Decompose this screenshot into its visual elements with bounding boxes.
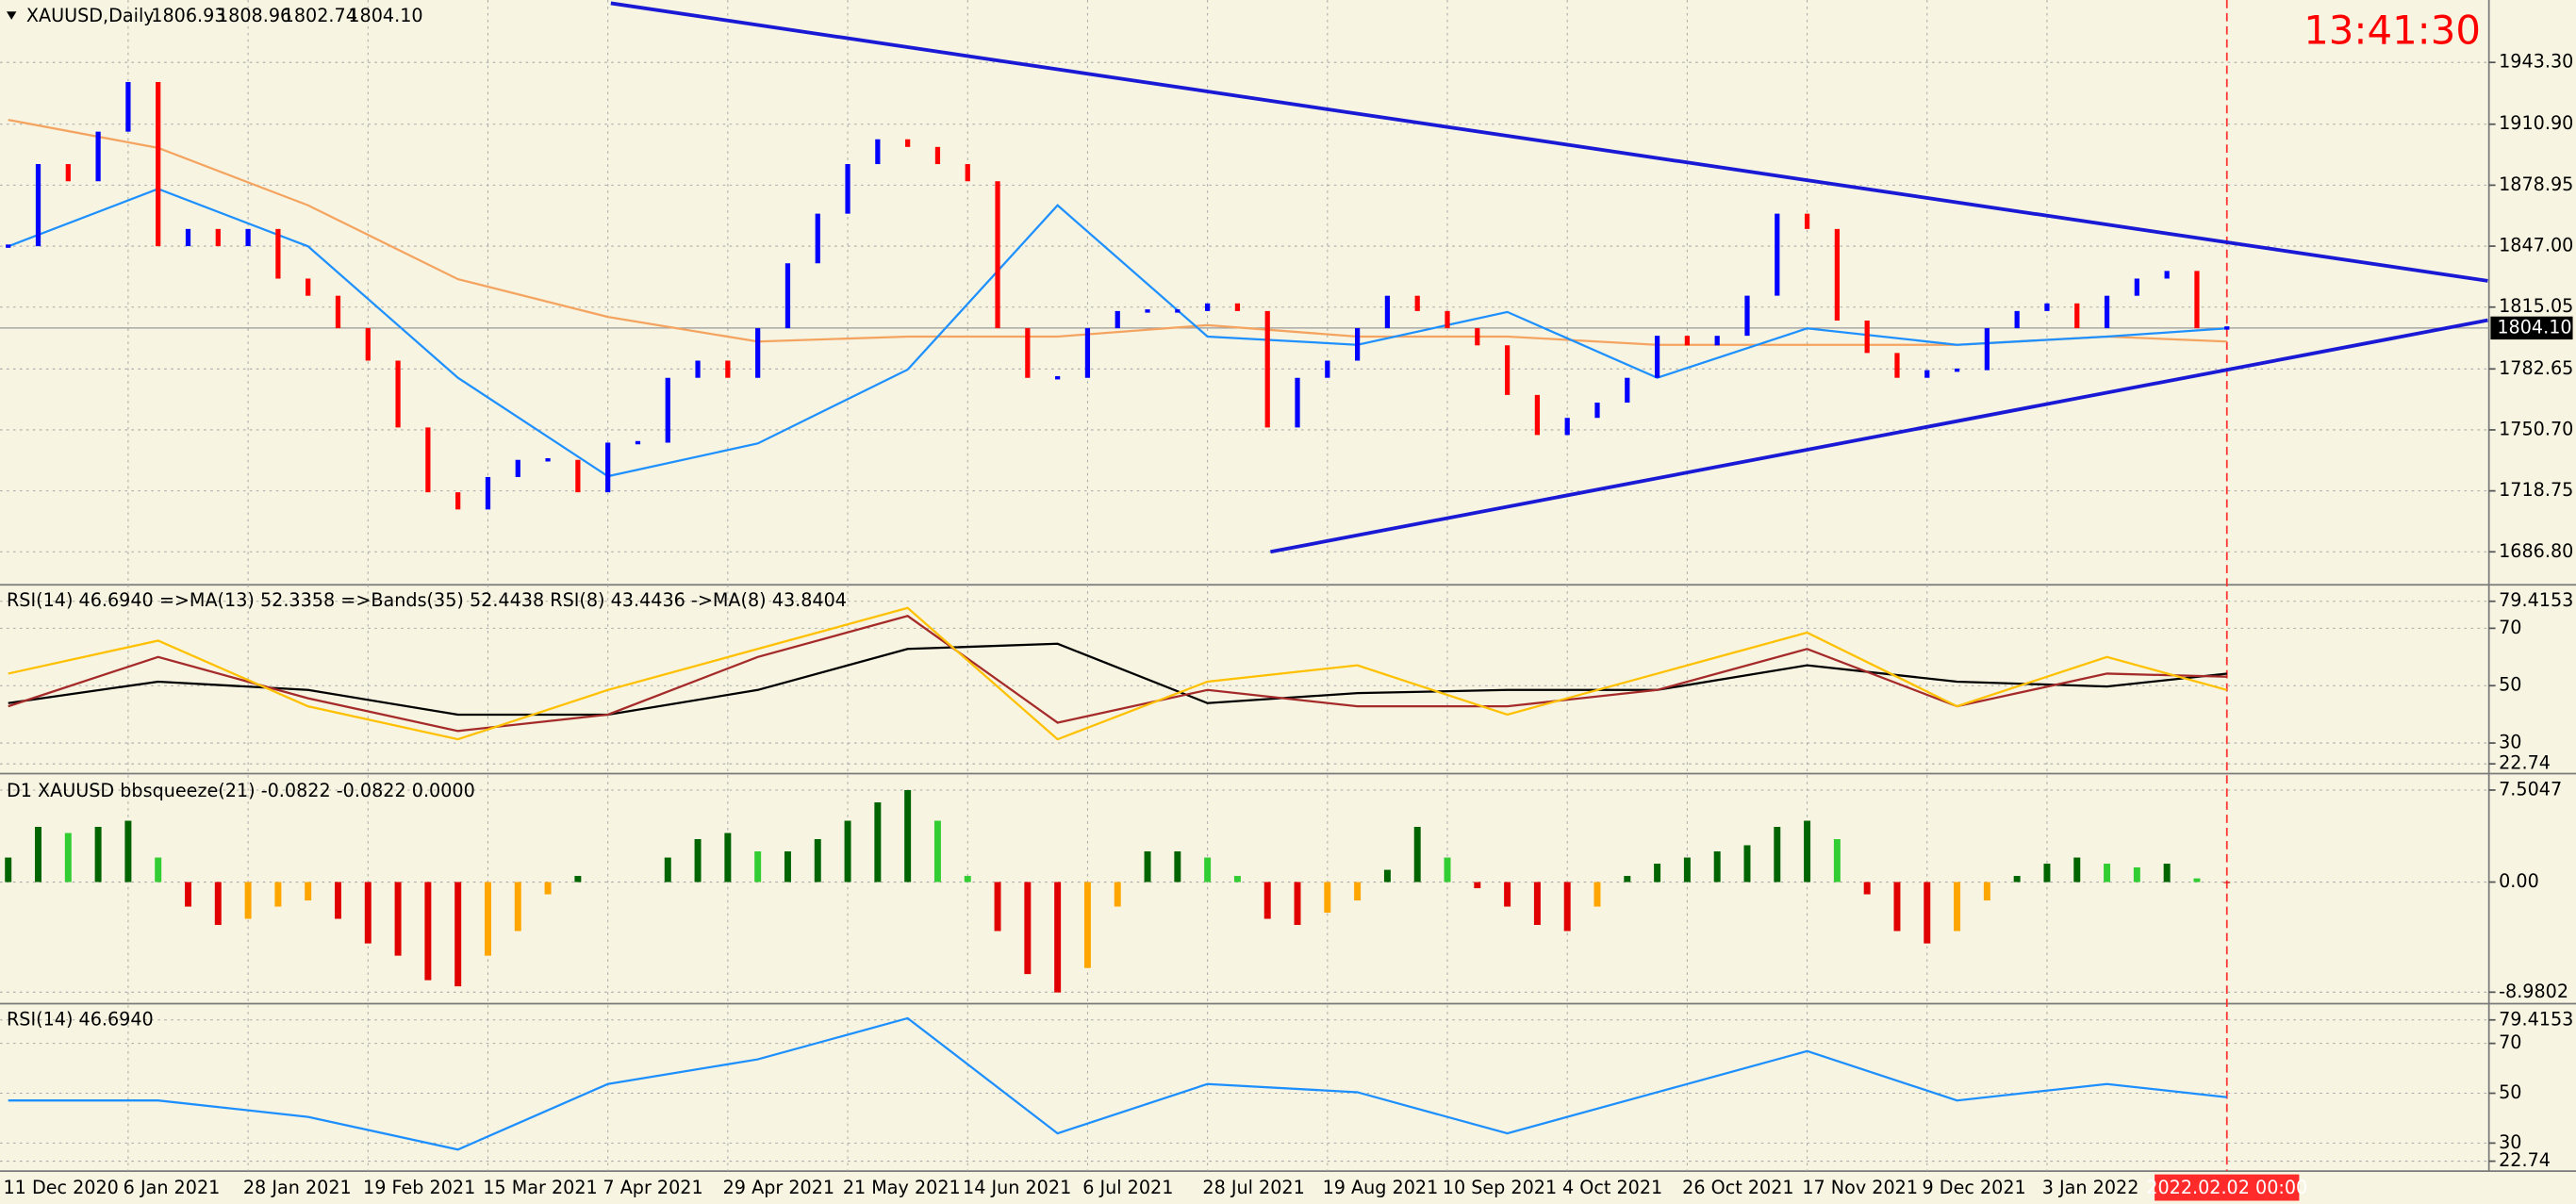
last-price-label: 1804.10 — [2497, 316, 2571, 338]
x-tick-label: 15 Mar 2021 — [483, 1177, 597, 1198]
y-tick-label: 79.4153 — [2499, 589, 2573, 611]
x-tick-label: 7 Apr 2021 — [603, 1177, 702, 1198]
indicator-line — [8, 615, 2227, 733]
x-tick-label: 28 Jan 2021 — [243, 1177, 352, 1198]
y-tick-label: 1686.80 — [2499, 540, 2573, 562]
x-tick-label: 3 Jan 2022 — [2042, 1177, 2139, 1198]
y-tick-label: 22.74 — [2499, 1149, 2551, 1171]
x-tick-label: 19 Feb 2021 — [363, 1177, 475, 1198]
menu-icon[interactable] — [6, 11, 17, 20]
y-tick-label: 70 — [2499, 1031, 2521, 1053]
indicator-line — [8, 188, 2227, 478]
y-tick-label: 1847.00 — [2499, 235, 2573, 256]
y-tick-label: 79.4153 — [2499, 1008, 2573, 1030]
y-tick-label: 30 — [2499, 732, 2521, 753]
cursor-date-box — [2155, 1174, 2300, 1201]
y-tick-label: -8.9802 — [2499, 981, 2568, 1002]
y-tick-label: 1815.05 — [2499, 295, 2573, 317]
x-tick-label: 6 Jan 2021 — [124, 1177, 221, 1198]
x-tick-label: 11 Dec 2020 — [3, 1177, 118, 1198]
cursor-date-label: 2022.02.02 00:00 — [2146, 1177, 2307, 1198]
y-tick-label: 50 — [2499, 1081, 2521, 1103]
y-tick-label: 22.74 — [2499, 752, 2551, 774]
y-tick-label: 30 — [2499, 1131, 2521, 1153]
y-tick-label: 7.5047 — [2499, 778, 2562, 800]
x-tick-label: 17 Nov 2021 — [1802, 1177, 1918, 1198]
y-tick-label: 50 — [2499, 674, 2521, 696]
x-tick-label: 29 Apr 2021 — [723, 1177, 834, 1198]
y-tick-label: 1910.90 — [2499, 112, 2573, 134]
x-tick-label: 4 Oct 2021 — [1562, 1177, 1662, 1198]
y-tick-label: 1943.30 — [2499, 51, 2573, 73]
y-tick-label: 1750.70 — [2499, 418, 2573, 439]
y-tick-label: 1718.75 — [2499, 479, 2573, 501]
clock: 13:41:30 — [2304, 7, 2481, 53]
ohlc-close: 1804.10 — [348, 5, 422, 26]
ohlc-low: 1802.74 — [283, 5, 357, 26]
ohlc-open: 1806.93 — [151, 5, 225, 26]
panel-title: RSI(14) 46.6940 =>MA(13) 52.3358 =>Bands… — [7, 589, 847, 611]
x-tick-label: 10 Sep 2021 — [1443, 1177, 1557, 1198]
indicator-line — [8, 118, 2227, 346]
symbol: XAUUSD,Daily — [26, 5, 155, 26]
x-tick-label: 19 Aug 2021 — [1323, 1177, 1439, 1198]
last-price-box — [2490, 316, 2573, 340]
ohlc-high: 1808.96 — [217, 5, 291, 26]
panel-title: RSI(14) 46.6940 — [7, 1008, 154, 1030]
x-tick-label: 6 Jul 2021 — [1082, 1177, 1173, 1198]
trendline — [610, 1, 2488, 283]
y-tick-label: 1782.65 — [2499, 357, 2573, 379]
x-tick-label: 14 Jun 2021 — [963, 1177, 1071, 1198]
x-tick-label: 9 Dec 2021 — [1923, 1177, 2026, 1198]
x-tick-label: 21 May 2021 — [843, 1177, 961, 1198]
y-tick-label: 1878.95 — [2499, 173, 2573, 195]
x-tick-label: 28 Jul 2021 — [1202, 1177, 1304, 1198]
y-tick-label: 0.00 — [2499, 870, 2539, 892]
trendline — [1270, 318, 2488, 554]
panel-title: D1 XAUUSD bbsqueeze(21) -0.0822 -0.0822 … — [7, 780, 475, 801]
x-tick-label: 26 Oct 2021 — [1682, 1177, 1793, 1198]
indicator-line — [8, 642, 2227, 717]
indicator-line — [8, 606, 2228, 741]
y-tick-label: 70 — [2499, 617, 2521, 638]
indicator-line — [8, 1016, 2227, 1151]
